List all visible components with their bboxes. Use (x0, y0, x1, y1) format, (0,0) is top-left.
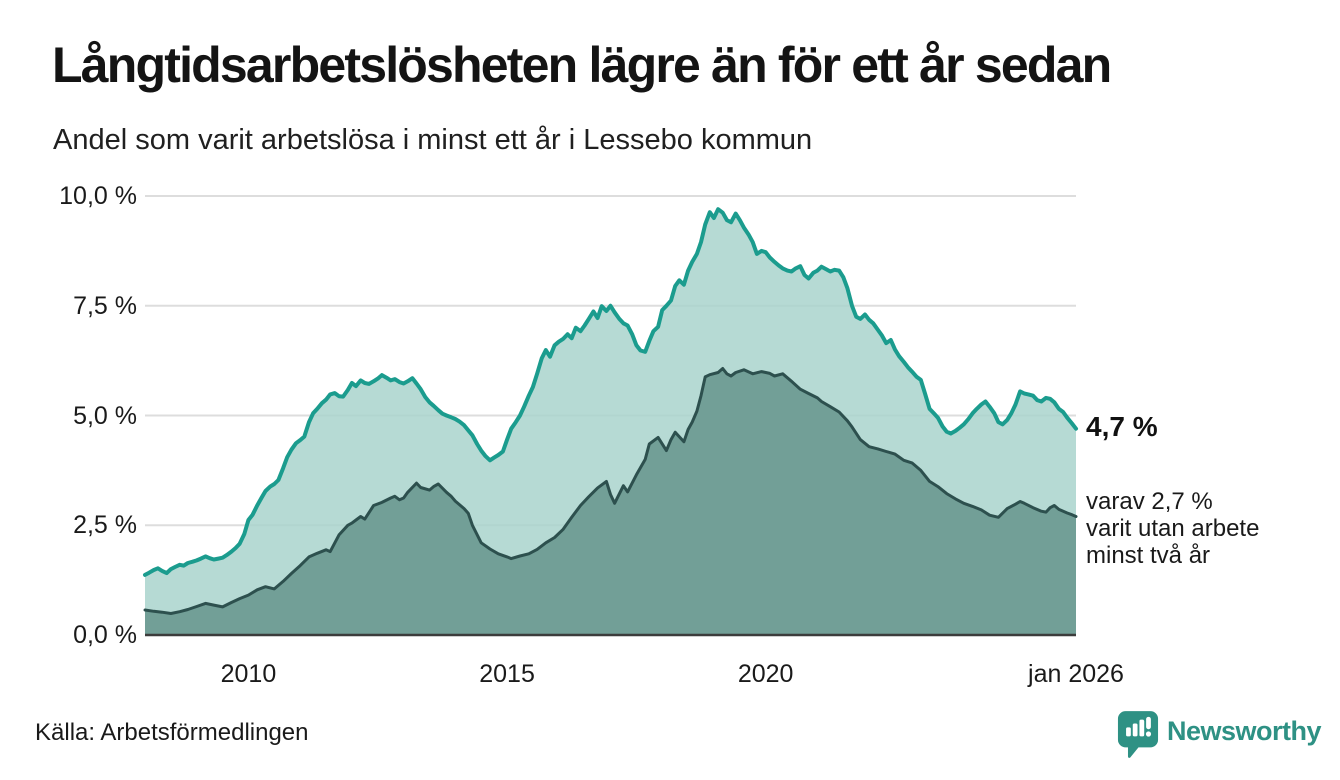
two-year-note-line: varit utan arbete (1086, 515, 1260, 543)
area-series-2 (145, 368, 1076, 635)
two-year-note-line: minst två år (1086, 542, 1211, 570)
newsworthy-logo: Newsworthy (1117, 709, 1322, 759)
x-tick-label: 2015 (479, 660, 535, 688)
y-tick-label: 10,0 % (59, 182, 137, 210)
two-year-note-line: varav 2,7 % (1086, 488, 1213, 516)
latest-value-label: 4,7 % (1086, 410, 1158, 442)
source-label: Källa: Arbetsförmedlingen (35, 719, 309, 746)
newsworthy-badge-icon (1117, 711, 1159, 758)
chart-title: Långtidsarbetslösheten lägre än för ett … (52, 37, 1112, 93)
y-tick-label: 7,5 % (73, 291, 137, 320)
y-tick-label: 5,0 % (73, 401, 137, 430)
x-tick-label: 2010 (220, 660, 277, 688)
line-series-1 (143, 207, 1078, 577)
y-tick-label: 2,5 % (73, 511, 137, 540)
y-tick-label: 0,0 % (73, 621, 137, 649)
x-tick-label: 2020 (737, 660, 794, 688)
chart-subtitle: Andel som varit arbetslösa i minst ett å… (53, 124, 813, 156)
newsworthy-logo-text: Newsworthy (1167, 715, 1322, 746)
two-year-note: varav 2,7 % varit utan arbete minst två år (1086, 488, 1259, 569)
x-tick-label: jan 2026 (1028, 660, 1124, 688)
line-series-2 (143, 367, 1078, 615)
